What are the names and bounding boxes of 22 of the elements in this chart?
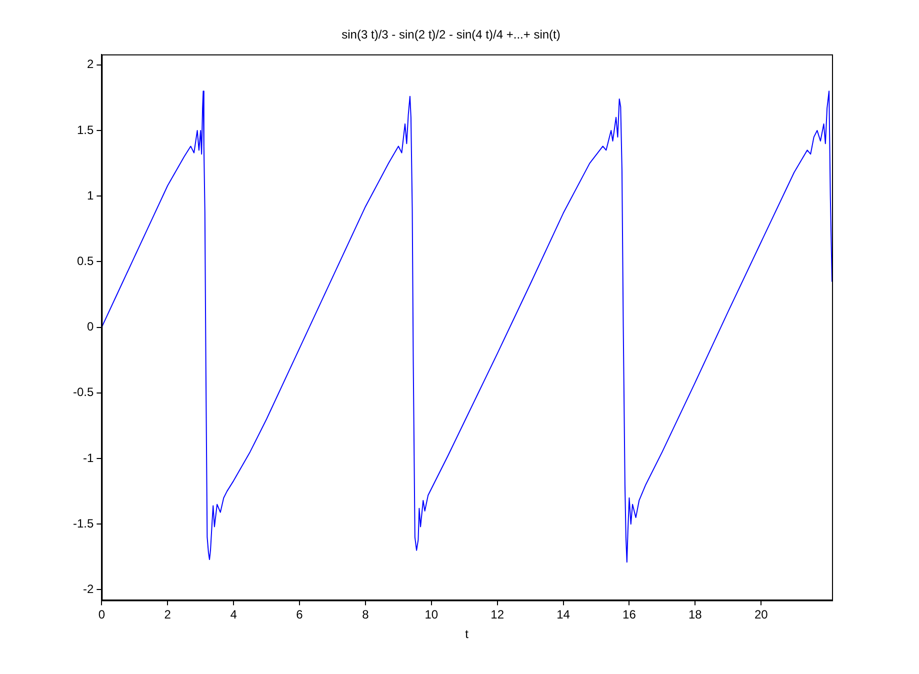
y-tick-label: 1.5	[76, 122, 94, 137]
x-axis-title: t	[465, 627, 470, 642]
x-tick-label: 4	[230, 608, 238, 622]
chart-title: sin(3 t)/3 - sin(2 t)/2 - sin(4 t)/4 +...+ sin(t)	[342, 28, 560, 42]
y-tick-label: -2	[83, 582, 94, 596]
y-tick-label: 0.5	[76, 254, 94, 268]
y-tick-label: -1.5	[72, 516, 94, 530]
x-tick-label: 2	[164, 608, 172, 622]
x-tick-label: 16	[622, 608, 636, 622]
x-tick-label: 0	[98, 608, 106, 622]
y-tick-label: -1	[83, 450, 94, 465]
x-tick-label: 14	[556, 608, 570, 622]
x-tick-label: 10	[424, 608, 438, 622]
x-tick-label: 8	[362, 608, 370, 622]
y-tick-label: 1	[86, 188, 94, 202]
x-tick-label: 18	[688, 608, 702, 622]
x-tick-label: 12	[490, 608, 504, 622]
y-tick-label: 0	[86, 320, 94, 334]
x-tick-label: 6	[296, 608, 304, 622]
x-tick-label: 20	[754, 608, 768, 622]
y-tick-label: -0.5	[72, 385, 94, 400]
y-tick-label: 2	[86, 57, 94, 72]
